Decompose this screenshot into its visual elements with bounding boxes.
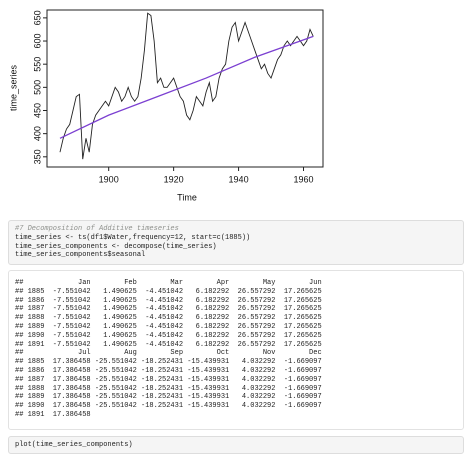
code-line: ## 1887 17.386458 -25.551042 -18.252431 … (15, 375, 322, 384)
code-line: ## 1889 -7.551042 1.490625 -4.451042 6.1… (15, 322, 322, 331)
series-line (59, 35, 314, 139)
x-tick-label: 1960 (294, 174, 314, 184)
code-line: ## Jul Aug Sep Oct Nov Dec (15, 349, 322, 358)
code-block: plot(time_series_components) (8, 436, 464, 454)
code-line: time_series_components <- decompose(time… (15, 242, 217, 251)
output-block: ## Jan Feb Mar Apr May Jun ## 1885 -7.551… (8, 270, 464, 430)
y-axis-label: time_series (8, 64, 18, 111)
code-line: ## 1891 -7.551042 1.490625 -4.451042 6.1… (15, 340, 322, 349)
code-line: ## 1885 -7.551042 1.490625 -4.451042 6.1… (15, 287, 322, 296)
code-line: plot(time_series_components) (15, 441, 133, 449)
code-line: ## 1888 -7.551042 1.490625 -4.451042 6.1… (15, 314, 322, 323)
code-line: time_series <- ts(df1$Water,frequency=12… (15, 233, 251, 242)
x-tick-label: 1940 (229, 174, 249, 184)
y-tick-label: 400 (32, 126, 42, 141)
code-line: time_series_components$seasonal (15, 251, 146, 260)
code-line: ## 1886 17.386458 -25.551042 -18.252431 … (15, 366, 322, 375)
code-line: ## 1886 -7.551042 1.490625 -4.451042 6.1… (15, 296, 322, 305)
chart: Time time_series 350 400 450 500 550 600 650 19… (8, 9, 324, 202)
code-line: #7 Decomposition of Additive timeseries (15, 225, 179, 233)
code-line: ## Jan Feb Mar Apr May Jun (15, 279, 322, 287)
x-tick-label: 1900 (99, 174, 119, 184)
code-line: ## 1887 -7.551042 1.490625 -4.451042 6.1… (15, 305, 322, 314)
y-tick-label: 550 (32, 57, 42, 72)
y-tick-label: 350 (32, 149, 42, 164)
x-axis-label: Time (177, 192, 197, 202)
code-line: ## 1889 17.386458 -25.551042 -18.252431 … (15, 393, 322, 402)
y-tick-label: 650 (32, 10, 42, 25)
code-line: ## 1890 -7.551042 1.490625 -4.451042 6.1… (15, 331, 322, 340)
y-tick-label: 600 (32, 34, 42, 49)
code-block: #7 Decomposition of Additive timeseries t… (8, 220, 464, 265)
code-line: ## 1888 17.386458 -25.551042 -18.252431 … (15, 384, 322, 393)
x-tick-label: 1920 (164, 174, 184, 184)
code-line: ## 1885 17.386458 -25.551042 -18.252431 … (15, 358, 322, 367)
y-tick-label: 450 (32, 103, 42, 118)
code-line: ## 1890 17.386458 -25.551042 -18.252431 … (15, 402, 322, 411)
plot-frame (46, 9, 324, 168)
y-tick-label: 500 (32, 80, 42, 95)
code-line: ## 1891 17.386458 (15, 410, 91, 419)
series-line (59, 12, 314, 160)
